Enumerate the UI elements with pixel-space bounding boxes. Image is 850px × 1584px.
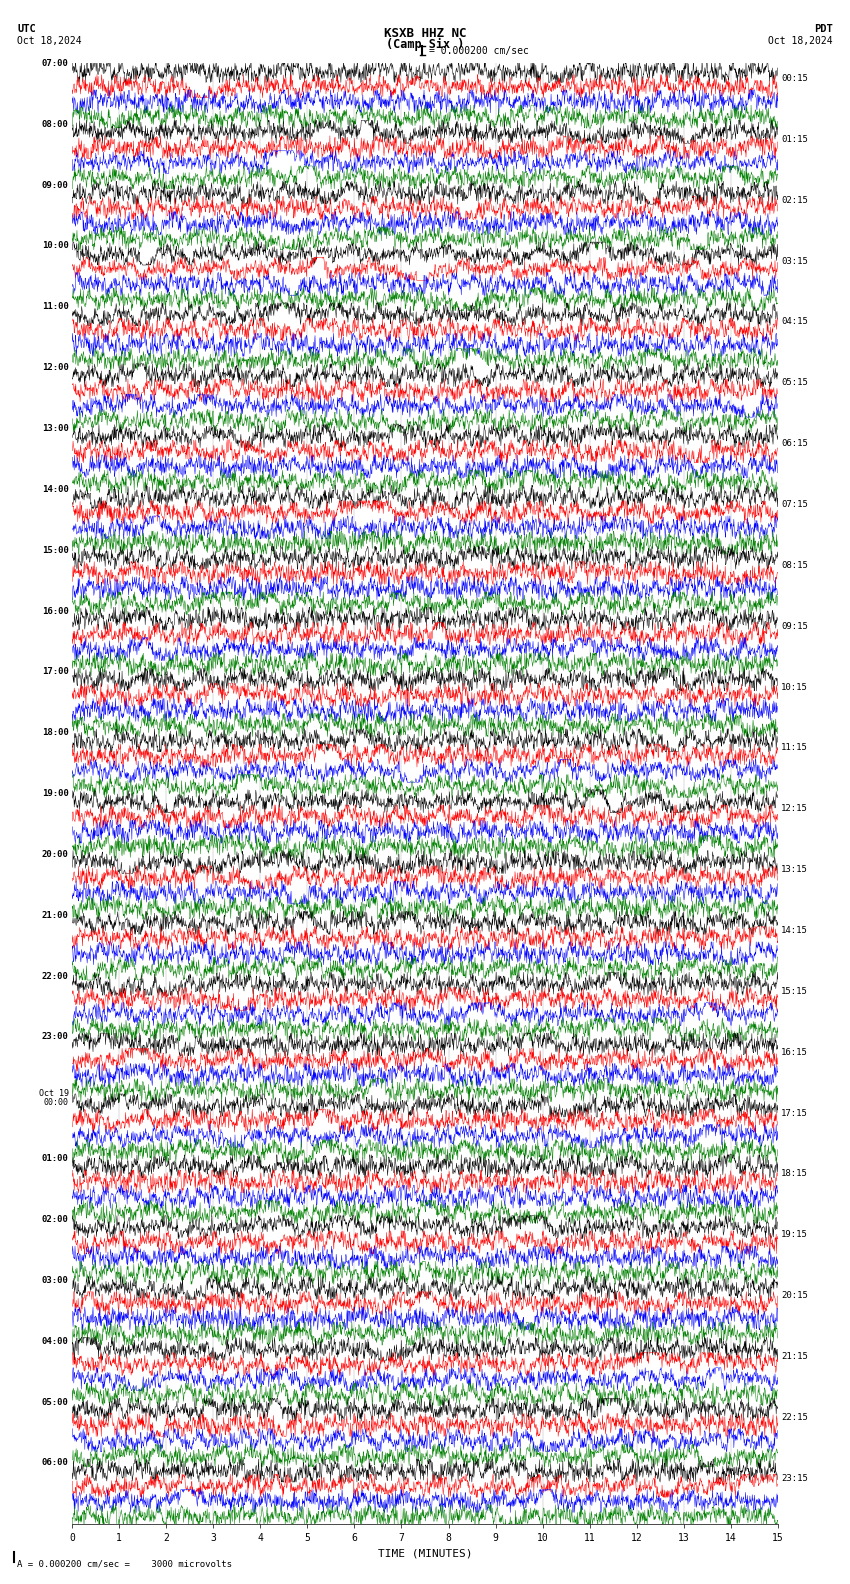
- Text: Oct 18,2024: Oct 18,2024: [768, 36, 833, 46]
- Text: 07:15: 07:15: [781, 501, 808, 508]
- Text: 14:00: 14:00: [42, 485, 69, 494]
- Text: 11:15: 11:15: [781, 743, 808, 752]
- Text: Oct 18,2024: Oct 18,2024: [17, 36, 82, 46]
- Text: 21:00: 21:00: [42, 911, 69, 920]
- Text: KSXB HHZ NC: KSXB HHZ NC: [383, 27, 467, 40]
- Text: 10:15: 10:15: [781, 683, 808, 692]
- Text: 04:00: 04:00: [42, 1337, 69, 1346]
- Text: 02:00: 02:00: [42, 1215, 69, 1224]
- Text: 15:15: 15:15: [781, 987, 808, 996]
- Text: 11:00: 11:00: [42, 303, 69, 312]
- Text: 05:15: 05:15: [781, 379, 808, 388]
- Text: 12:15: 12:15: [781, 805, 808, 813]
- Text: 02:15: 02:15: [781, 196, 808, 204]
- Text: 07:00: 07:00: [42, 59, 69, 68]
- Text: (Camp Six ): (Camp Six ): [386, 38, 464, 51]
- Text: A = 0.000200 cm/sec =    3000 microvolts: A = 0.000200 cm/sec = 3000 microvolts: [17, 1559, 232, 1568]
- Text: 04:15: 04:15: [781, 317, 808, 326]
- Text: 03:00: 03:00: [42, 1275, 69, 1285]
- X-axis label: TIME (MINUTES): TIME (MINUTES): [377, 1549, 473, 1559]
- Text: 00:00: 00:00: [43, 1098, 69, 1107]
- Text: 23:00: 23:00: [42, 1033, 69, 1042]
- Text: 09:00: 09:00: [42, 181, 69, 190]
- Text: 23:15: 23:15: [781, 1473, 808, 1483]
- Text: 22:00: 22:00: [42, 971, 69, 980]
- Text: 20:00: 20:00: [42, 851, 69, 859]
- Text: UTC: UTC: [17, 24, 36, 33]
- Text: 16:00: 16:00: [42, 607, 69, 616]
- Text: 13:00: 13:00: [42, 425, 69, 432]
- Text: 06:15: 06:15: [781, 439, 808, 448]
- Text: 12:00: 12:00: [42, 363, 69, 372]
- Text: 06:00: 06:00: [42, 1459, 69, 1467]
- Text: 16:15: 16:15: [781, 1047, 808, 1057]
- Text: 10:00: 10:00: [42, 241, 69, 250]
- Text: 05:00: 05:00: [42, 1397, 69, 1407]
- Text: 17:00: 17:00: [42, 667, 69, 676]
- Text: 00:15: 00:15: [781, 74, 808, 82]
- Text: 03:15: 03:15: [781, 257, 808, 266]
- Text: 19:15: 19:15: [781, 1231, 808, 1239]
- Text: 18:00: 18:00: [42, 729, 69, 737]
- Text: 09:15: 09:15: [781, 623, 808, 630]
- Text: 01:15: 01:15: [781, 135, 808, 144]
- Text: 14:15: 14:15: [781, 927, 808, 935]
- Text: PDT: PDT: [814, 24, 833, 33]
- Text: 17:15: 17:15: [781, 1109, 808, 1118]
- Text: 19:00: 19:00: [42, 789, 69, 798]
- Text: 08:15: 08:15: [781, 561, 808, 570]
- Text: 13:15: 13:15: [781, 865, 808, 874]
- Text: 21:15: 21:15: [781, 1353, 808, 1361]
- Text: 22:15: 22:15: [781, 1413, 808, 1422]
- Text: 08:00: 08:00: [42, 120, 69, 128]
- Text: 15:00: 15:00: [42, 545, 69, 554]
- Text: 01:00: 01:00: [42, 1155, 69, 1163]
- Text: 18:15: 18:15: [781, 1169, 808, 1178]
- Text: = 0.000200 cm/sec: = 0.000200 cm/sec: [429, 46, 529, 55]
- Text: Oct 19: Oct 19: [39, 1088, 69, 1098]
- Text: 20:15: 20:15: [781, 1291, 808, 1300]
